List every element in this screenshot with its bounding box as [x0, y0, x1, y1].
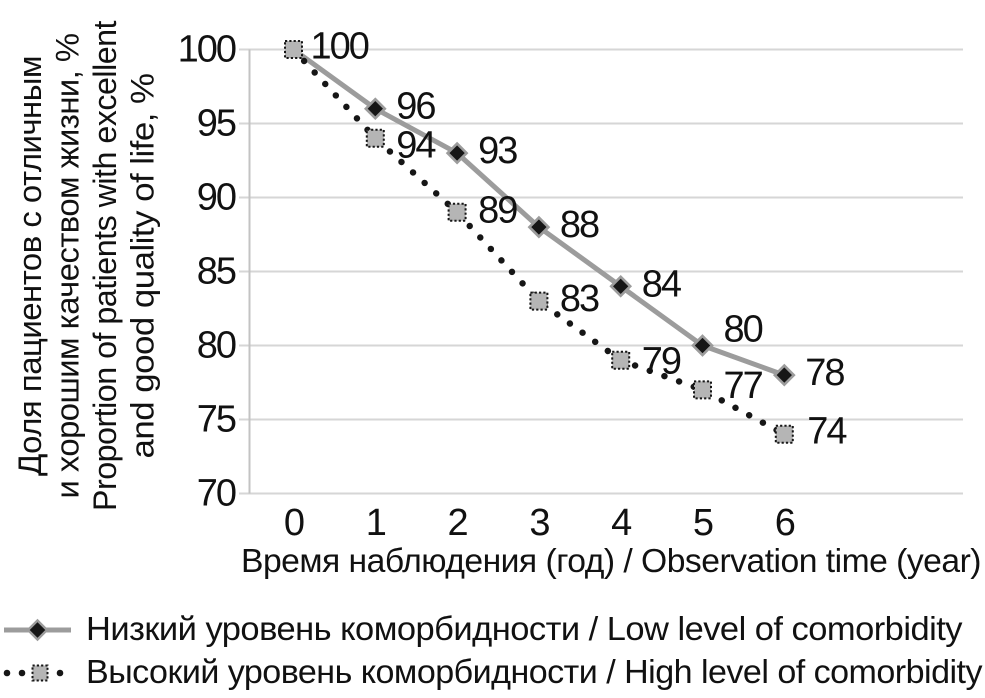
marker-square-icon [447, 202, 467, 222]
legend-high-square-icon [31, 664, 49, 682]
x-tick-label: 5 [693, 502, 713, 544]
legend-low-diamond-icon [26, 618, 49, 642]
legend-item-high-level: Высокий уровень коморбидности / High lev… [3, 653, 984, 690]
marker-diamond-icon [691, 334, 714, 357]
legend-low-label: Низкий уровень коморбидности / Low level… [86, 610, 963, 647]
marker-square-icon [284, 40, 303, 59]
x-tick-label: 2 [448, 502, 468, 544]
data-label: 78 [805, 352, 844, 394]
marker-square-icon [529, 291, 549, 311]
y-tick-label: 70 [197, 473, 236, 515]
y-axis-title-line-2: и хорошим качеством жизни, % [50, 33, 86, 498]
data-label: 93 [478, 130, 517, 172]
data-label: 79 [642, 340, 681, 382]
legend-high-dot-icon [18, 669, 26, 677]
y-tick-label: 80 [197, 325, 236, 367]
series-low-line [292, 47, 786, 378]
marker-diamond-icon [445, 141, 469, 165]
legend: Низкий уровень коморбидности / Low level… [3, 610, 984, 690]
y-tick-label: 85 [197, 251, 236, 293]
y-axis-title-line-3: Proportion of patients with excellent [87, 20, 123, 511]
y-tick-label: 95 [197, 103, 236, 145]
data-label: 84 [642, 263, 682, 305]
legend-high-label: Высокий уровень коморбидности / High lev… [86, 653, 983, 690]
data-label: 83 [560, 278, 599, 320]
marker-square-icon [611, 350, 631, 370]
y-tick-label: 90 [197, 177, 236, 219]
marker-diamond-icon [363, 97, 387, 121]
data-label: 80 [724, 309, 763, 351]
y-tick-label: 100 [178, 29, 236, 71]
data-label: 77 [724, 365, 763, 407]
x-axis-title: Время наблюдения (год) / Observation tim… [241, 542, 981, 579]
marker-square-icon [774, 424, 794, 444]
marker-square-icon [365, 128, 385, 148]
y-tick-label: 75 [197, 399, 236, 441]
x-tick-label: 3 [529, 502, 549, 544]
marker-square-icon [693, 380, 712, 400]
legend-high-dot-icon [3, 669, 11, 677]
data-label: 74 [807, 410, 847, 452]
x-tick-label: 4 [611, 502, 632, 544]
data-label: 100 [311, 26, 369, 68]
marker-diamond-icon [527, 215, 551, 239]
y-axis-title: Доля пациентов с отличным и хорошим каче… [12, 20, 161, 511]
y-axis-title-line-4: and good quality of life, % [125, 73, 161, 458]
data-label: 94 [396, 124, 436, 166]
legend-item-low-level: Низкий уровень коморбидности / Low level… [4, 610, 964, 647]
x-tick-label: 1 [366, 502, 386, 544]
marker-diamond-icon [772, 363, 796, 387]
data-label: 96 [396, 86, 435, 128]
plot-area: 100 95 90 85 80 75 70 0 1 2 3 4 5 6 100 96 93 88 84 80 78 94 8… [178, 26, 963, 544]
marker-diamond-icon [609, 274, 633, 298]
x-tick-label: 0 [284, 502, 304, 544]
legend-high-dot-icon [56, 669, 64, 677]
y-axis-title-line-1: Доля пациентов с отличным [12, 56, 48, 476]
data-label: 88 [560, 204, 599, 246]
x-tick-label: 6 [775, 502, 795, 544]
data-label: 89 [478, 189, 517, 231]
